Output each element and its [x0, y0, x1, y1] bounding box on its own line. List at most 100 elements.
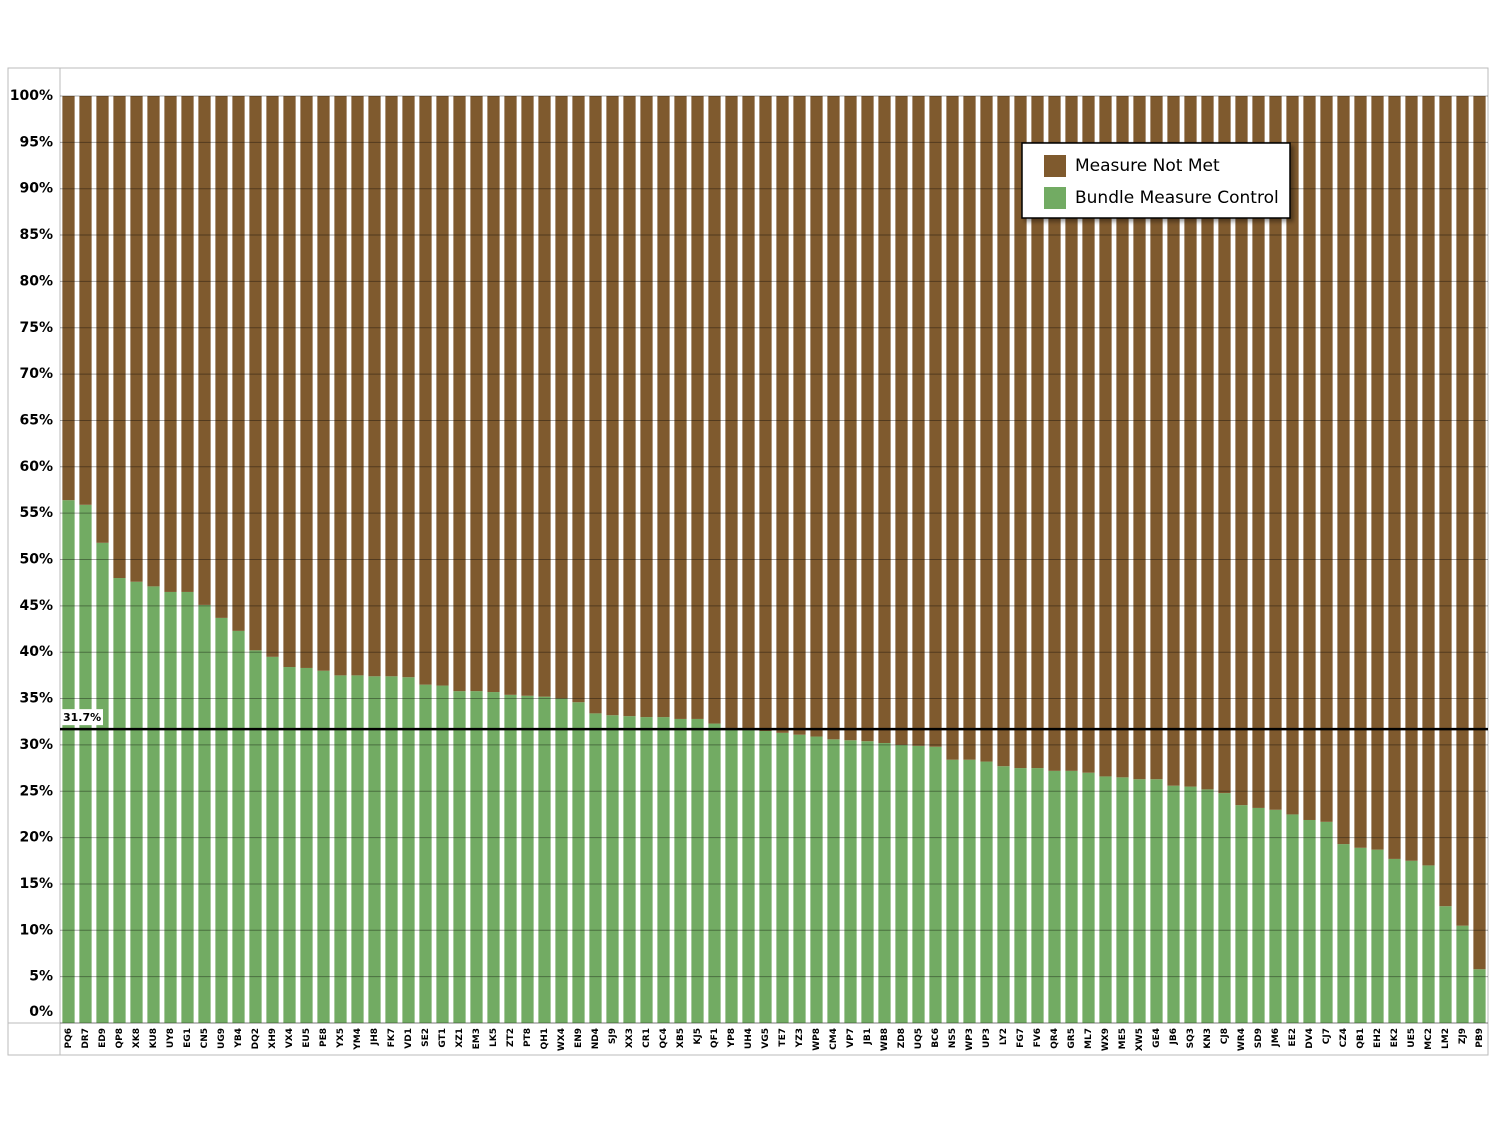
- x-tick-label: LY2: [999, 1028, 1009, 1045]
- bar-segment: [912, 745, 925, 1023]
- bar-segment: [1354, 847, 1367, 1023]
- legend-box: [1021, 142, 1291, 219]
- x-tick-label: YX5: [336, 1028, 346, 1049]
- bar-segment: [113, 578, 126, 1023]
- bar-segment: [385, 96, 398, 677]
- bar-segment: [878, 96, 891, 744]
- bar-segment: [997, 96, 1010, 767]
- bar-segment: [1048, 96, 1061, 771]
- bar-segment: [1065, 96, 1078, 771]
- x-tick-label: PB9: [1475, 1028, 1485, 1048]
- bar-segment: [198, 604, 211, 1023]
- x-tick-label: WR4: [1237, 1028, 1247, 1051]
- reference-label-bg: [61, 709, 103, 726]
- bar-segment: [1371, 96, 1384, 850]
- bar-segment: [1286, 96, 1299, 815]
- bar-segment: [1184, 786, 1197, 1023]
- x-tick-label: LK5: [489, 1028, 499, 1047]
- bar-segment: [1150, 779, 1163, 1023]
- bar-segment: [198, 96, 211, 605]
- y-tick-label: 50%: [19, 552, 53, 568]
- x-tick-label: SE2: [421, 1028, 431, 1047]
- x-tick-label: JB1: [863, 1028, 873, 1045]
- bar-segment: [504, 694, 517, 1023]
- bar-segment: [623, 96, 636, 717]
- bar-segment: [895, 744, 908, 1023]
- bar-segment: [861, 96, 874, 742]
- y-tick-label: 85%: [19, 227, 53, 243]
- bar-segment: [470, 691, 483, 1023]
- x-tick-label: FV6: [1033, 1028, 1043, 1047]
- x-tick-label: KN3: [1203, 1028, 1213, 1049]
- bar-segment: [1354, 96, 1367, 848]
- y-tick-label: 20%: [19, 830, 53, 846]
- bar-segment: [232, 96, 245, 631]
- bar-segment: [759, 96, 772, 731]
- bar-segment: [776, 732, 789, 1023]
- bar-segment: [1201, 789, 1214, 1023]
- bar-segment: [96, 96, 109, 543]
- bar-segment: [96, 542, 109, 1023]
- bar-segment: [674, 96, 687, 719]
- bar-segment: [1235, 96, 1248, 806]
- bar-segment: [946, 759, 959, 1023]
- bar-segment: [1388, 858, 1401, 1023]
- x-tick-label: FK7: [387, 1028, 397, 1047]
- bar-segment: [351, 96, 364, 676]
- bar-segment: [725, 729, 738, 1023]
- bar-segment: [759, 730, 772, 1023]
- bar-segment: [232, 630, 245, 1023]
- x-tick-label: UQ5: [914, 1028, 924, 1049]
- bar-segment: [317, 96, 330, 671]
- bar-segment: [980, 96, 993, 762]
- x-tick-label: QB1: [1356, 1028, 1366, 1049]
- legend-swatch: [1044, 155, 1066, 177]
- bar-segment: [317, 670, 330, 1023]
- x-tick-label: WB8: [880, 1028, 890, 1051]
- bar-segment: [1116, 777, 1129, 1023]
- bar-segment: [589, 96, 602, 714]
- x-tick-label: CJ7: [1322, 1028, 1332, 1044]
- y-tick-label: 60%: [19, 459, 53, 475]
- bar-segment: [1439, 96, 1452, 907]
- x-tick-label: TE7: [778, 1028, 788, 1047]
- bar-segment: [708, 723, 721, 1023]
- bar-segment: [79, 504, 92, 1023]
- x-tick-label: UH4: [744, 1028, 754, 1049]
- bar-segment: [1286, 814, 1299, 1023]
- x-tick-label: LM2: [1441, 1028, 1451, 1049]
- bar-segment: [1218, 96, 1231, 794]
- bar-segment: [1456, 925, 1469, 1023]
- bar-segment: [963, 759, 976, 1023]
- bar-segment: [1218, 793, 1231, 1023]
- x-tick-label: GR5: [1067, 1028, 1077, 1049]
- bar-segment: [1048, 770, 1061, 1023]
- bar-segment: [844, 96, 857, 741]
- bar-segment: [249, 96, 262, 651]
- bar-segment: [912, 96, 925, 746]
- x-tick-label: GT1: [438, 1028, 448, 1048]
- x-tick-label: ZJ9: [1458, 1028, 1468, 1044]
- y-tick-label: 25%: [19, 783, 53, 799]
- x-tick-label: XH9: [268, 1028, 278, 1049]
- bar-segment: [1031, 96, 1044, 769]
- bar-segment: [674, 718, 687, 1023]
- bar-segment: [606, 96, 619, 716]
- bar-segment: [742, 730, 755, 1023]
- bar-segment: [1167, 96, 1180, 786]
- bar-segment: [776, 96, 789, 733]
- bar-segment: [1167, 785, 1180, 1023]
- bar-segment: [1439, 906, 1452, 1023]
- bar-segment: [351, 675, 364, 1023]
- legend: Measure Not Met Bundle Measure Control: [1021, 142, 1291, 219]
- x-tick-label: YB4: [234, 1028, 244, 1049]
- bar-segment: [691, 718, 704, 1023]
- bar-segment: [1303, 819, 1316, 1023]
- x-tick-label: WP3: [965, 1028, 975, 1051]
- x-tick-label: SD9: [1254, 1028, 1264, 1048]
- y-tick-label: 30%: [19, 737, 53, 753]
- bar-segment: [436, 685, 449, 1023]
- bar-segment: [402, 96, 415, 678]
- x-tick-label: UP3: [982, 1028, 992, 1048]
- bar-segment: [504, 96, 517, 695]
